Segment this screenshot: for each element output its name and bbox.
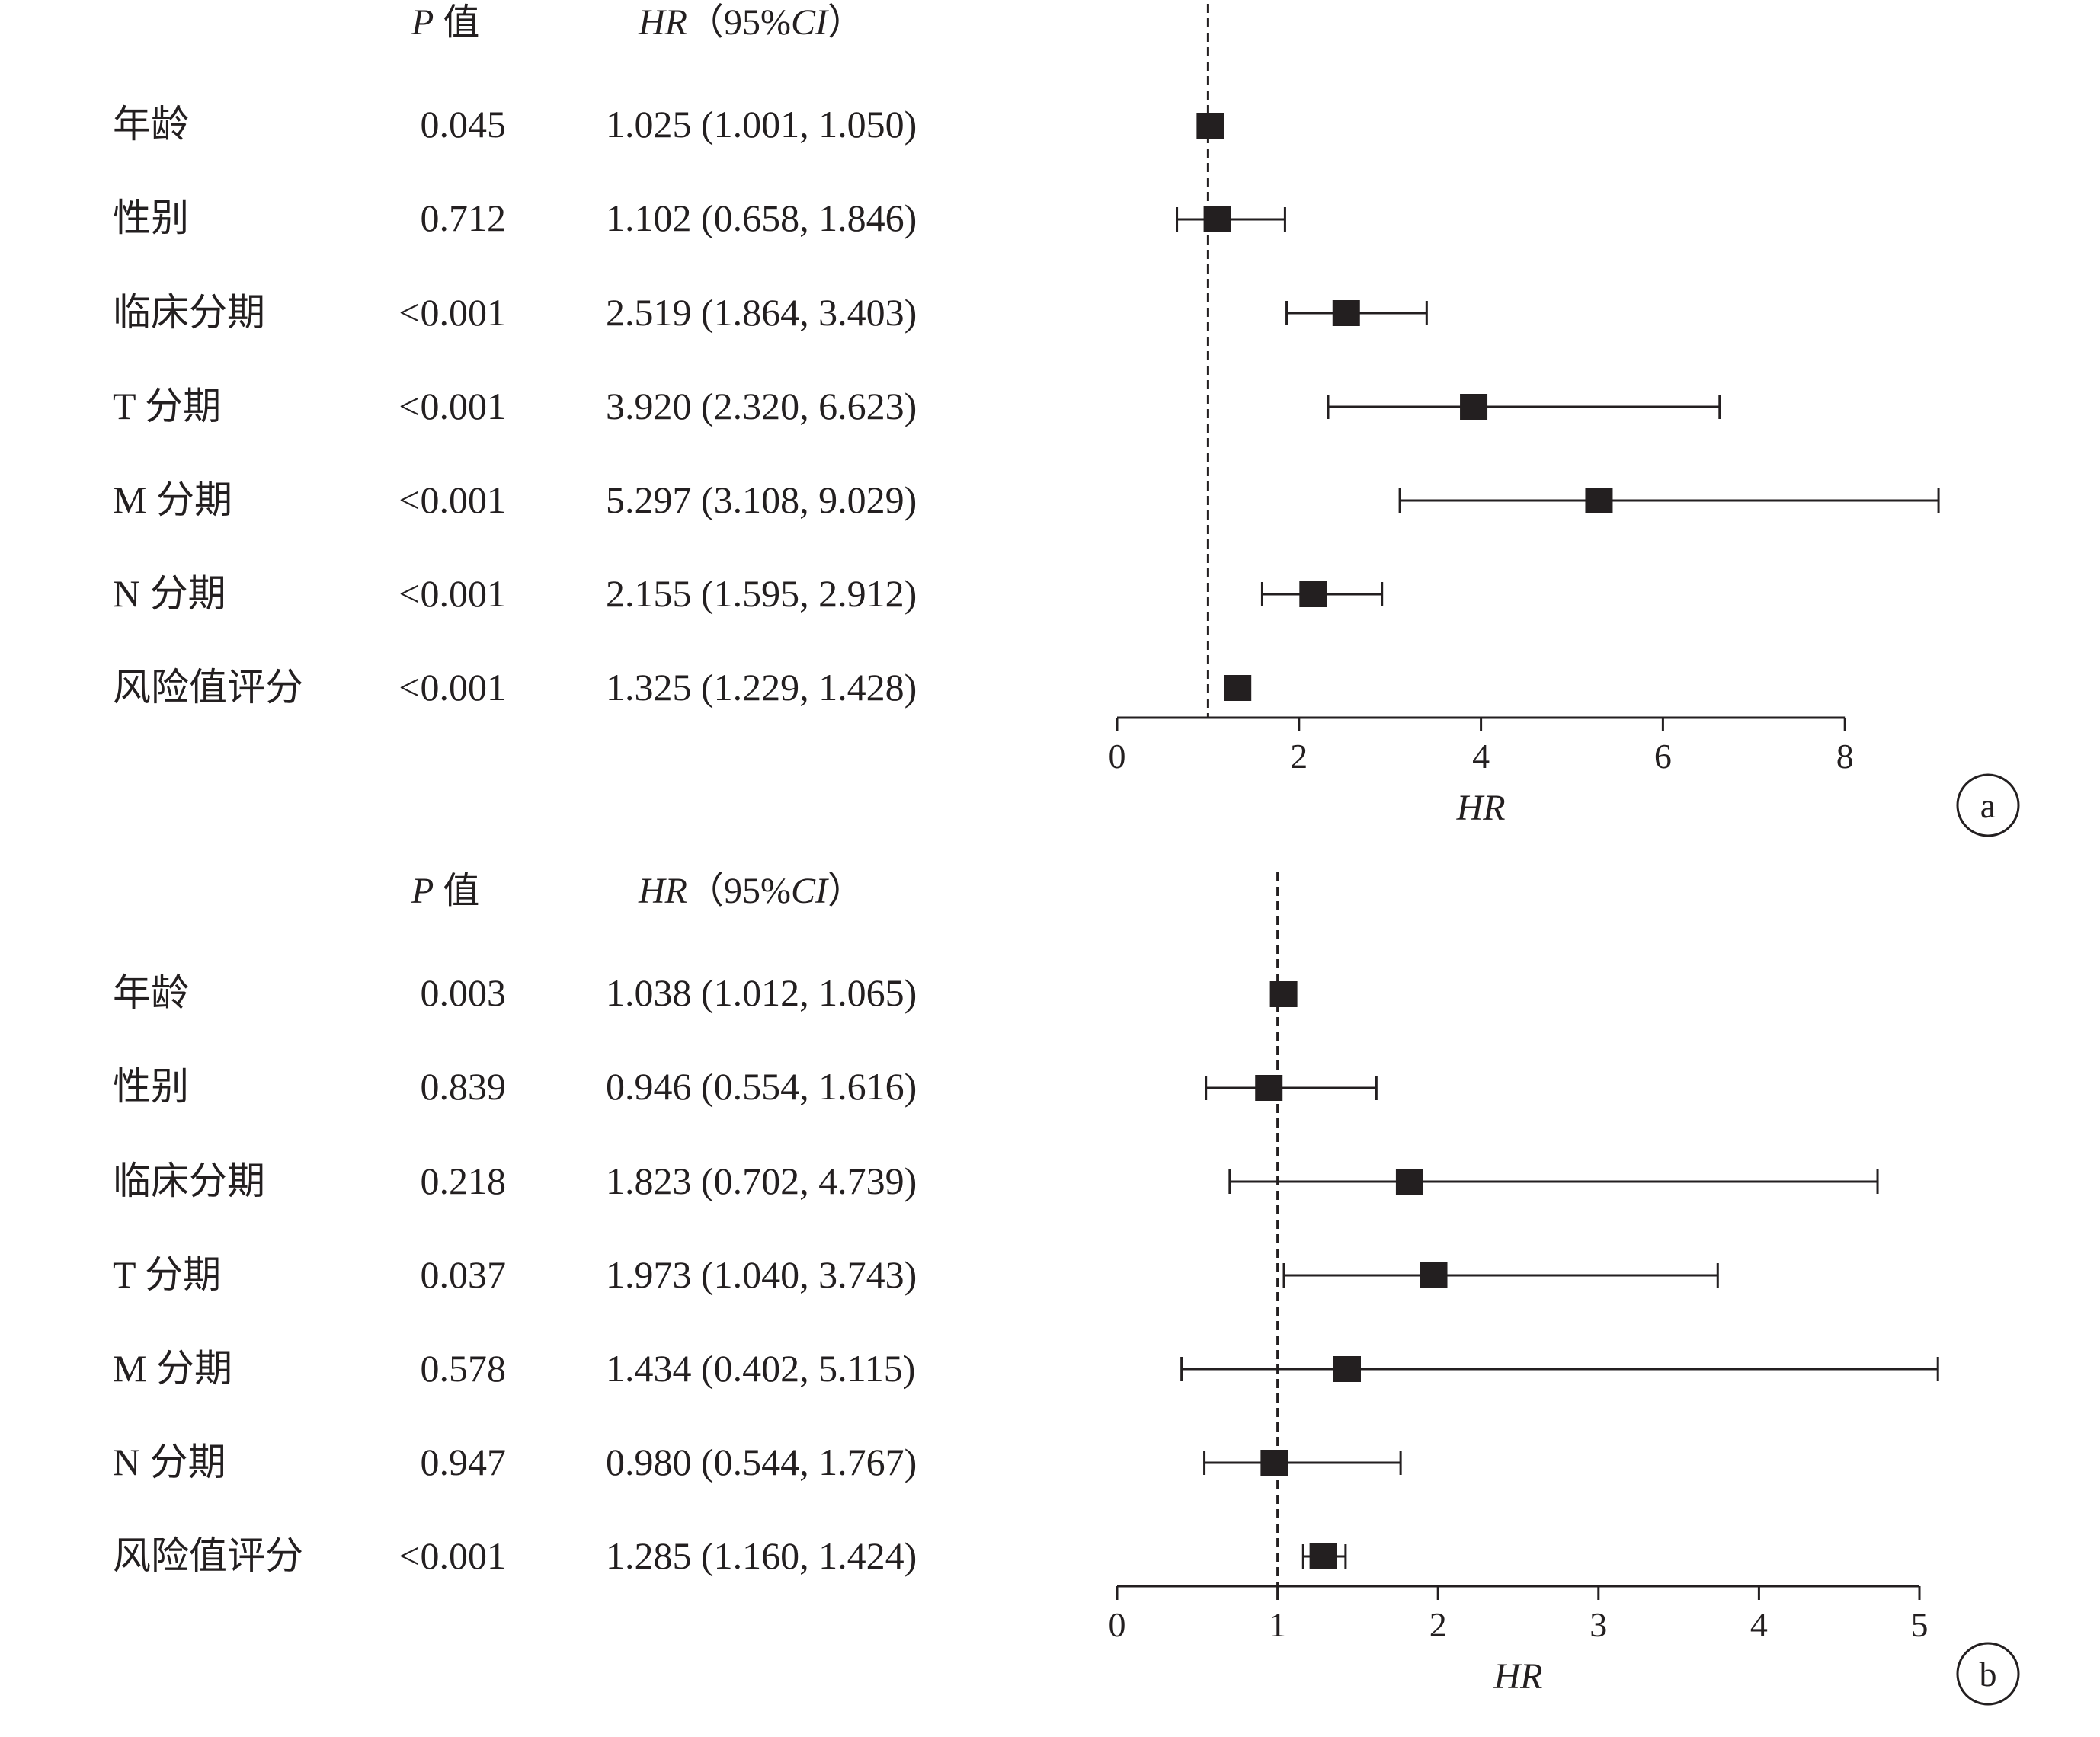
p-value: 0.037 — [420, 1253, 507, 1296]
row-label: 性别 — [113, 1065, 189, 1108]
panel-label-circle — [1956, 773, 2020, 837]
p-value: <0.001 — [399, 478, 506, 521]
p-value: 0.045 — [420, 103, 507, 146]
row-label: 风险值评分 — [113, 666, 303, 709]
p-value: <0.001 — [399, 385, 506, 427]
p-value: 0.578 — [420, 1347, 507, 1390]
hr-ci-text: 5.297 (3.108, 9.029) — [606, 478, 917, 521]
x-tick-label: 2 — [1290, 737, 1308, 776]
row-label: 风险值评分 — [113, 1534, 303, 1577]
p-value: <0.001 — [399, 666, 506, 709]
hr-header-label: HR — [639, 871, 687, 911]
hr-ci-text: 1.973 (1.040, 3.743) — [606, 1253, 917, 1296]
hr-point — [1333, 1356, 1362, 1382]
x-tick-label: 2 — [1429, 1605, 1447, 1644]
row-label: 年龄 — [113, 971, 189, 1014]
row-label: M 分期 — [113, 1347, 232, 1390]
hr-point — [1255, 1075, 1283, 1101]
hr-header-open: （95% — [687, 871, 791, 911]
hr-ci-text: 2.519 (1.864, 3.403) — [606, 291, 917, 334]
hr-point — [1585, 488, 1613, 513]
p-value-header: P 值 — [411, 868, 479, 914]
hr-header-label: HR — [639, 2, 687, 43]
hr-point — [1260, 1450, 1288, 1476]
p-value: <0.001 — [399, 572, 506, 615]
hr-point — [1224, 675, 1252, 701]
row-label: T 分期 — [113, 385, 222, 427]
hr-ci-header: HR（95%CI） — [639, 868, 864, 914]
hr-header-ci: CI — [790, 2, 828, 43]
hr-ci-text: 3.920 (2.320, 6.623) — [606, 385, 917, 427]
forest-plot-a: 0 2 4 6 8 HR a — [1109, 4, 2020, 837]
row-label: T 分期 — [113, 1253, 222, 1296]
hr-ci-text: 1.102 (0.658, 1.846) — [606, 197, 917, 239]
x-tick-label: 8 — [1836, 737, 1854, 776]
row-label: 性别 — [113, 197, 189, 239]
p-value-header: P 值 — [411, 0, 479, 46]
row-label: 临床分期 — [113, 291, 265, 334]
hr-ci-text: 0.946 (0.554, 1.616) — [606, 1065, 917, 1108]
hr-point — [1203, 206, 1231, 232]
row-label: 临床分期 — [113, 1160, 265, 1202]
panel-label: a — [1980, 786, 1996, 825]
row-label: 年龄 — [113, 103, 189, 146]
x-tick-label: 6 — [1654, 737, 1672, 776]
x-axis-title: HR — [1456, 788, 1506, 828]
hr-header-ci: CI — [790, 871, 828, 911]
x-axis-title: HR — [1493, 1656, 1543, 1697]
hr-ci-text: 0.980 (0.544, 1.767) — [606, 1441, 917, 1483]
hr-point — [1309, 1543, 1337, 1569]
x-tick-label: 4 — [1750, 1605, 1768, 1644]
hr-point — [1332, 300, 1360, 326]
p-header-suffix: 值 — [434, 871, 480, 911]
p-value: 0.839 — [420, 1065, 507, 1108]
hr-header-open: （95% — [687, 2, 791, 43]
p-value: 0.003 — [420, 971, 507, 1014]
p-header-label: P — [411, 2, 434, 43]
hr-point — [1196, 113, 1224, 139]
row-label: N 分期 — [113, 572, 226, 615]
hr-ci-header: HR（95%CI） — [639, 0, 864, 46]
row-label: N 分期 — [113, 1441, 226, 1483]
x-tick-label: 0 — [1109, 1605, 1126, 1644]
hr-ci-text: 1.823 (0.702, 4.739) — [606, 1160, 917, 1202]
p-header-label: P — [411, 871, 434, 911]
hr-point — [1460, 394, 1488, 420]
x-tick-label: 0 — [1109, 737, 1126, 776]
forest-panel-b: P 值 HR（95%CI） 年龄 0.003 1.038 (1.012, 1.0… — [0, 868, 2100, 1737]
p-value: <0.001 — [399, 1534, 506, 1577]
hr-ci-text: 1.025 (1.001, 1.050) — [606, 103, 917, 146]
hr-header-close: ） — [827, 2, 864, 43]
p-header-suffix: 值 — [434, 2, 480, 43]
forest-panel-a: P 值 HR（95%CI） 年龄 0.045 1.025 (1.001, 1.0… — [0, 0, 2100, 868]
hr-point — [1420, 1262, 1448, 1288]
hr-ci-text: 1.434 (0.402, 5.115) — [606, 1347, 916, 1390]
hr-ci-text: 1.285 (1.160, 1.424) — [606, 1534, 917, 1577]
x-tick-label: 4 — [1472, 737, 1490, 776]
panel-label: b — [1980, 1655, 1997, 1694]
p-value: 0.218 — [420, 1160, 507, 1202]
hr-ci-text: 2.155 (1.595, 2.912) — [606, 572, 917, 615]
hr-ci-text: 1.038 (1.012, 1.065) — [606, 971, 917, 1014]
x-tick-label: 5 — [1911, 1605, 1929, 1644]
hr-point — [1299, 581, 1327, 607]
p-value: 0.947 — [420, 1441, 507, 1483]
x-tick-label: 3 — [1589, 1605, 1607, 1644]
p-value: <0.001 — [399, 291, 506, 334]
forest-plot-b: 0 1 2 3 4 5 HR b — [1109, 872, 2020, 1706]
x-tick-label: 1 — [1269, 1605, 1286, 1644]
hr-point — [1269, 981, 1298, 1007]
hr-point — [1395, 1169, 1423, 1195]
p-value: 0.712 — [420, 197, 507, 239]
hr-ci-text: 1.325 (1.229, 1.428) — [606, 666, 917, 709]
hr-header-close: ） — [827, 871, 864, 911]
row-label: M 分期 — [113, 478, 232, 521]
